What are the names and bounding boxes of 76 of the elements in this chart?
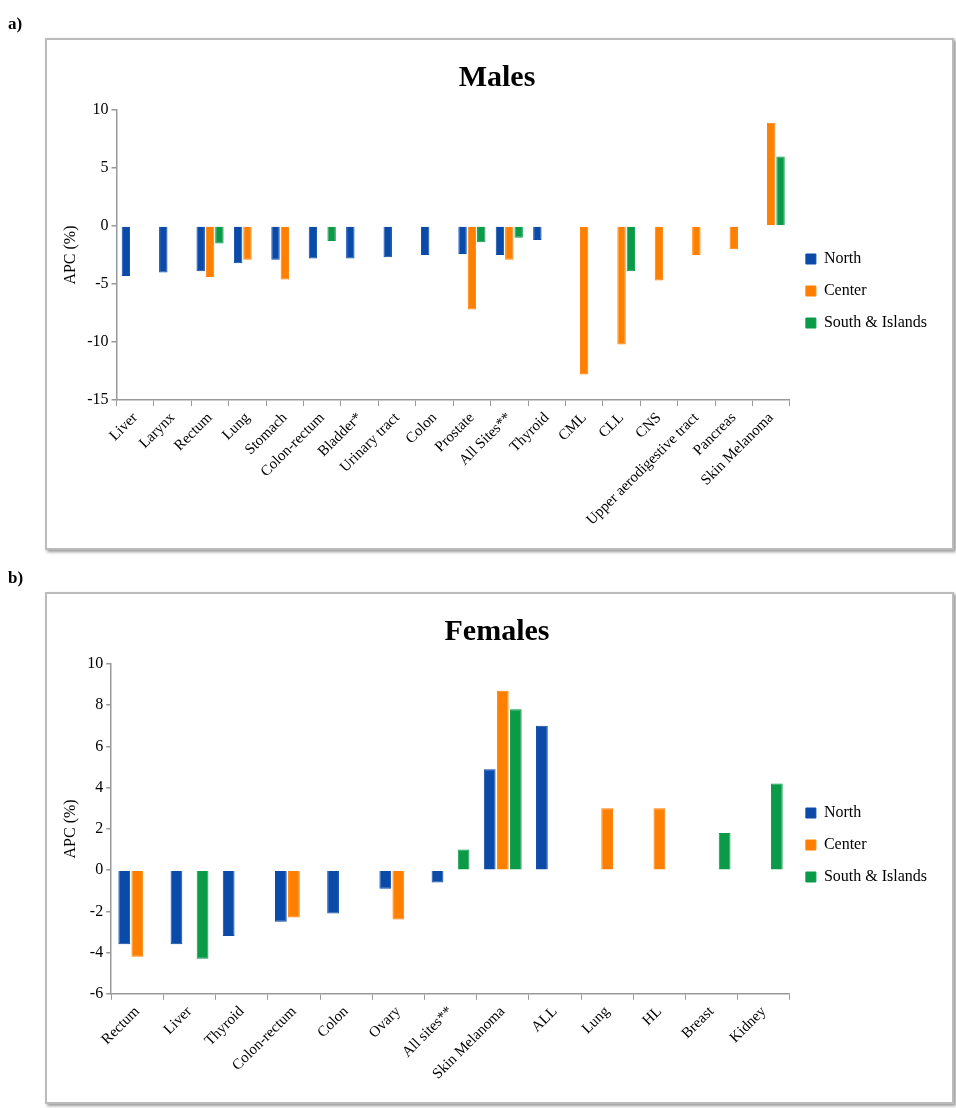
bar — [776, 156, 785, 226]
legend-label: North — [823, 803, 862, 821]
bar — [383, 226, 392, 258]
bar — [729, 226, 738, 250]
x-tick-label: CML — [554, 409, 590, 444]
chart-title: Females — [444, 612, 550, 646]
bar — [308, 226, 318, 259]
x-tick-label: HL — [638, 1002, 665, 1029]
bar — [509, 709, 522, 870]
bar — [327, 226, 336, 242]
legend-label: North — [823, 249, 862, 267]
bar — [196, 870, 209, 959]
bar — [288, 870, 300, 918]
y-tick-label: 10 — [87, 654, 104, 672]
text: a) — [8, 14, 23, 34]
bar — [477, 226, 486, 243]
y-tick-label: 5 — [100, 158, 109, 176]
y-tick-label: -6 — [89, 984, 104, 1002]
bar — [718, 833, 731, 870]
y-tick-label: 2 — [95, 819, 104, 837]
bar — [222, 870, 235, 937]
legend-label: South & Islands — [823, 313, 928, 331]
bar — [131, 870, 144, 957]
bar — [233, 226, 243, 264]
bar — [467, 226, 477, 310]
bar — [118, 870, 131, 945]
y-tick-label: -2 — [89, 901, 104, 919]
bar — [243, 226, 252, 260]
y-tick-label: -10 — [87, 332, 109, 350]
bar — [579, 226, 589, 375]
y-tick-label: 0 — [100, 216, 109, 234]
bar — [496, 690, 509, 870]
y-tick-label: -4 — [89, 942, 104, 960]
bar — [770, 783, 783, 870]
y-tick-label: 6 — [95, 736, 104, 754]
bar — [617, 226, 626, 345]
bar — [420, 226, 430, 256]
bar — [346, 226, 355, 259]
x-tick-label: CNS — [631, 409, 664, 441]
y-tick-label: 4 — [95, 777, 104, 795]
bar — [505, 226, 514, 260]
bar — [275, 870, 287, 922]
x-tick-label: CLL — [595, 409, 627, 441]
legend-label: South & Islands — [823, 867, 928, 885]
bar — [196, 226, 205, 272]
bar — [654, 226, 664, 281]
bar — [159, 226, 168, 273]
bar — [392, 870, 405, 920]
legend-label: Center — [823, 835, 868, 853]
y-axis-title: APC (%) — [60, 799, 79, 859]
x-tick-label: ALL — [527, 1002, 560, 1035]
bar — [458, 226, 467, 254]
text: b) — [8, 568, 24, 588]
legend-label: Center — [823, 281, 868, 299]
bar — [692, 226, 701, 256]
y-tick-label: 0 — [95, 860, 104, 878]
bar — [205, 226, 215, 278]
chart-title: Males — [458, 58, 536, 92]
bar — [626, 226, 636, 272]
y-tick-label: -5 — [95, 274, 109, 292]
bar — [536, 725, 548, 870]
bar — [601, 808, 614, 870]
bar — [271, 226, 280, 260]
y-tick-label: 10 — [92, 100, 109, 118]
bar — [215, 226, 224, 244]
bar — [483, 769, 496, 870]
y-tick-label: -15 — [87, 390, 109, 408]
bar — [121, 226, 131, 276]
bar — [653, 808, 666, 870]
y-axis-title: APC (%) — [60, 225, 79, 285]
bar — [766, 122, 776, 226]
y-tick-label: 8 — [95, 695, 104, 713]
bar — [280, 226, 290, 280]
bar — [495, 226, 505, 256]
bar — [327, 870, 339, 914]
bar — [170, 870, 183, 945]
